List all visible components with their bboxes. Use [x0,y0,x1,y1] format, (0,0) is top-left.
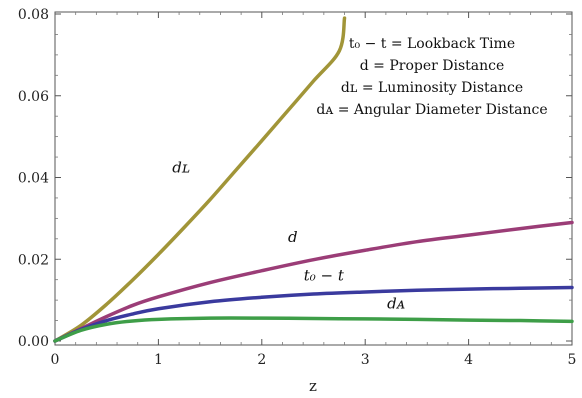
x-tick-label: 3 [361,352,370,368]
data-curves [53,16,574,343]
y-tick-label: 0.04 [18,171,49,187]
curve-label-lookback: t₀ − t [304,267,345,285]
legend: t₀ − t = Lookback Time d = Proper Distanc… [316,36,547,118]
x-tick-label: 2 [257,352,266,368]
series-proper-distance [53,220,574,343]
x-tick-label: 4 [464,352,473,368]
y-tick-label: 0.08 [18,7,49,23]
curve-label-d: d [288,228,298,246]
legend-luminosity-distance: dʟ = Luminosity Distance [341,80,523,96]
series-lookback-time [53,285,574,343]
y-tick-label: 0.02 [18,252,49,268]
y-tick-label: 0.06 [18,89,49,105]
series-angular-diameter-distance [53,316,574,343]
curve-label-da: dᴀ [387,294,405,312]
axis-ticks [54,12,573,345]
curve-label-dl: dʟ [172,159,190,177]
y-tick-label: 0.00 [18,334,49,350]
x-tick-label: 0 [51,352,60,368]
plot-frame [54,11,573,346]
legend-angular-diameter-distance: dᴀ = Angular Diameter Distance [316,102,547,118]
legend-proper-distance: d = Proper Distance [360,58,505,74]
plot-border [54,11,573,346]
x-axis-title: z [309,377,317,395]
tick-labels: 0 1 2 3 4 5 0.00 0.02 0.04 0.06 0.08 [18,7,577,368]
legend-lookback-time: t₀ − t = Lookback Time [349,36,515,52]
x-tick-label: 5 [568,352,577,368]
series-luminosity-distance [53,16,347,343]
x-tick-label: 1 [154,352,163,368]
curve-labels: dʟ d t₀ − t dᴀ [172,159,405,313]
